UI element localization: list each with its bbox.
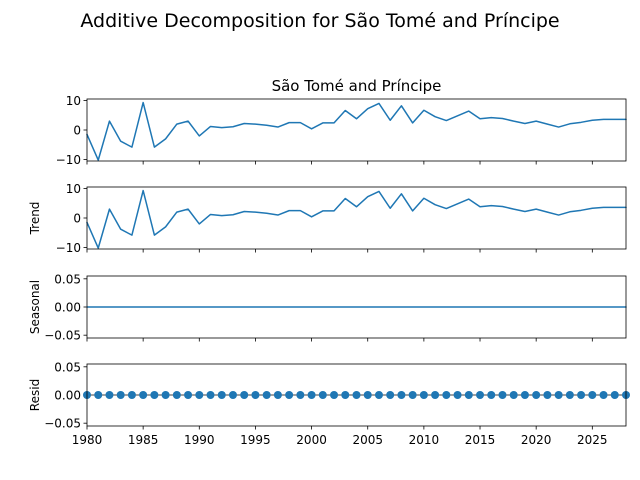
resid-point bbox=[588, 391, 597, 399]
panel-resid: Resid 0.05 0.00 −0.05 1980 1985 1990 1995 2000 20… bbox=[28, 360, 630, 447]
resid-point bbox=[172, 391, 181, 399]
resid-point bbox=[139, 391, 148, 399]
axes-frame bbox=[86, 186, 627, 250]
resid-point bbox=[296, 391, 305, 399]
resid-point bbox=[442, 391, 451, 399]
y-tick-label: 0.05 bbox=[54, 272, 81, 286]
x-tick-label: 2020 bbox=[521, 433, 552, 447]
resid-point bbox=[386, 391, 395, 399]
resid-point bbox=[543, 391, 552, 399]
resid-point bbox=[374, 391, 383, 399]
resid-point bbox=[127, 391, 136, 399]
y-tick-label: 10 bbox=[66, 94, 81, 108]
resid-point bbox=[116, 391, 125, 399]
x-tick-label: 2010 bbox=[409, 433, 440, 447]
axes-frame bbox=[86, 275, 627, 339]
y-tick-label: 0.00 bbox=[54, 389, 81, 403]
y-axis-label-resid: Resid bbox=[28, 379, 42, 411]
resid-point bbox=[610, 391, 619, 399]
figure-title: Additive Decomposition for São Tomé and … bbox=[80, 10, 559, 32]
resid-point bbox=[352, 391, 361, 399]
y-tick-label: 0 bbox=[73, 124, 81, 138]
resid-point bbox=[498, 391, 507, 399]
panels-group: São Tomé and Príncipe 10 0 −10 Trend 10 0 −10 Se… bbox=[28, 77, 630, 447]
resid-point bbox=[217, 391, 226, 399]
resid-point bbox=[206, 391, 215, 399]
resid-point bbox=[262, 391, 271, 399]
axes-frame bbox=[86, 98, 627, 162]
x-tick-label: 1990 bbox=[184, 433, 215, 447]
x-tick-label: 2000 bbox=[296, 433, 327, 447]
resid-point bbox=[408, 391, 417, 399]
panel-seasonal: Seasonal 0.05 0.00 −0.05 bbox=[28, 272, 627, 343]
resid-point bbox=[487, 391, 496, 399]
x-tick-label: 2015 bbox=[465, 433, 496, 447]
series-line-observed bbox=[86, 101, 627, 161]
resid-point bbox=[599, 391, 608, 399]
resid-point bbox=[341, 391, 350, 399]
y-axis-label-seasonal: Seasonal bbox=[28, 280, 42, 334]
resid-point bbox=[476, 391, 485, 399]
y-tick-label: 0.00 bbox=[54, 301, 81, 315]
resid-point bbox=[285, 391, 294, 399]
resid-point bbox=[161, 391, 170, 399]
resid-point bbox=[330, 391, 339, 399]
y-tick-label: 0.05 bbox=[54, 360, 81, 374]
y-tick-label: −10 bbox=[56, 241, 81, 255]
resid-point bbox=[565, 391, 574, 399]
resid-point bbox=[532, 391, 541, 399]
x-tick-label: 2025 bbox=[577, 433, 608, 447]
resid-point bbox=[520, 391, 529, 399]
resid-point bbox=[105, 391, 114, 399]
resid-point bbox=[228, 391, 237, 399]
panel-observed: São Tomé and Príncipe 10 0 −10 bbox=[56, 77, 627, 167]
y-tick-label: −10 bbox=[56, 153, 81, 167]
resid-point bbox=[509, 391, 518, 399]
resid-point bbox=[94, 391, 103, 399]
y-tick-label: 10 bbox=[66, 182, 81, 196]
resid-point bbox=[273, 391, 282, 399]
panel-trend: Trend 10 0 −10 bbox=[28, 182, 627, 255]
x-tick-label: 1995 bbox=[240, 433, 271, 447]
resid-point bbox=[318, 391, 327, 399]
series-line-trend bbox=[86, 189, 627, 249]
y-axis-label-trend: Trend bbox=[28, 202, 42, 236]
x-tick-label: 2005 bbox=[352, 433, 383, 447]
x-tick-label: 1985 bbox=[128, 433, 159, 447]
resid-point bbox=[195, 391, 204, 399]
panel-title: São Tomé and Príncipe bbox=[272, 77, 442, 95]
y-tick-label: −0.05 bbox=[44, 417, 81, 431]
y-tick-label: −0.05 bbox=[44, 329, 81, 343]
resid-point bbox=[184, 391, 193, 399]
resid-point bbox=[453, 391, 462, 399]
resid-point bbox=[577, 391, 586, 399]
x-tick-label: 1980 bbox=[72, 433, 103, 447]
resid-point bbox=[251, 391, 260, 399]
resid-point bbox=[150, 391, 159, 399]
resid-point bbox=[464, 391, 473, 399]
resid-point bbox=[419, 391, 428, 399]
resid-point bbox=[307, 391, 316, 399]
y-tick-label: 0 bbox=[73, 212, 81, 226]
resid-point bbox=[363, 391, 372, 399]
resid-point bbox=[397, 391, 406, 399]
resid-point bbox=[431, 391, 440, 399]
resid-point bbox=[554, 391, 563, 399]
axes-frame bbox=[86, 363, 627, 427]
resid-point bbox=[240, 391, 249, 399]
